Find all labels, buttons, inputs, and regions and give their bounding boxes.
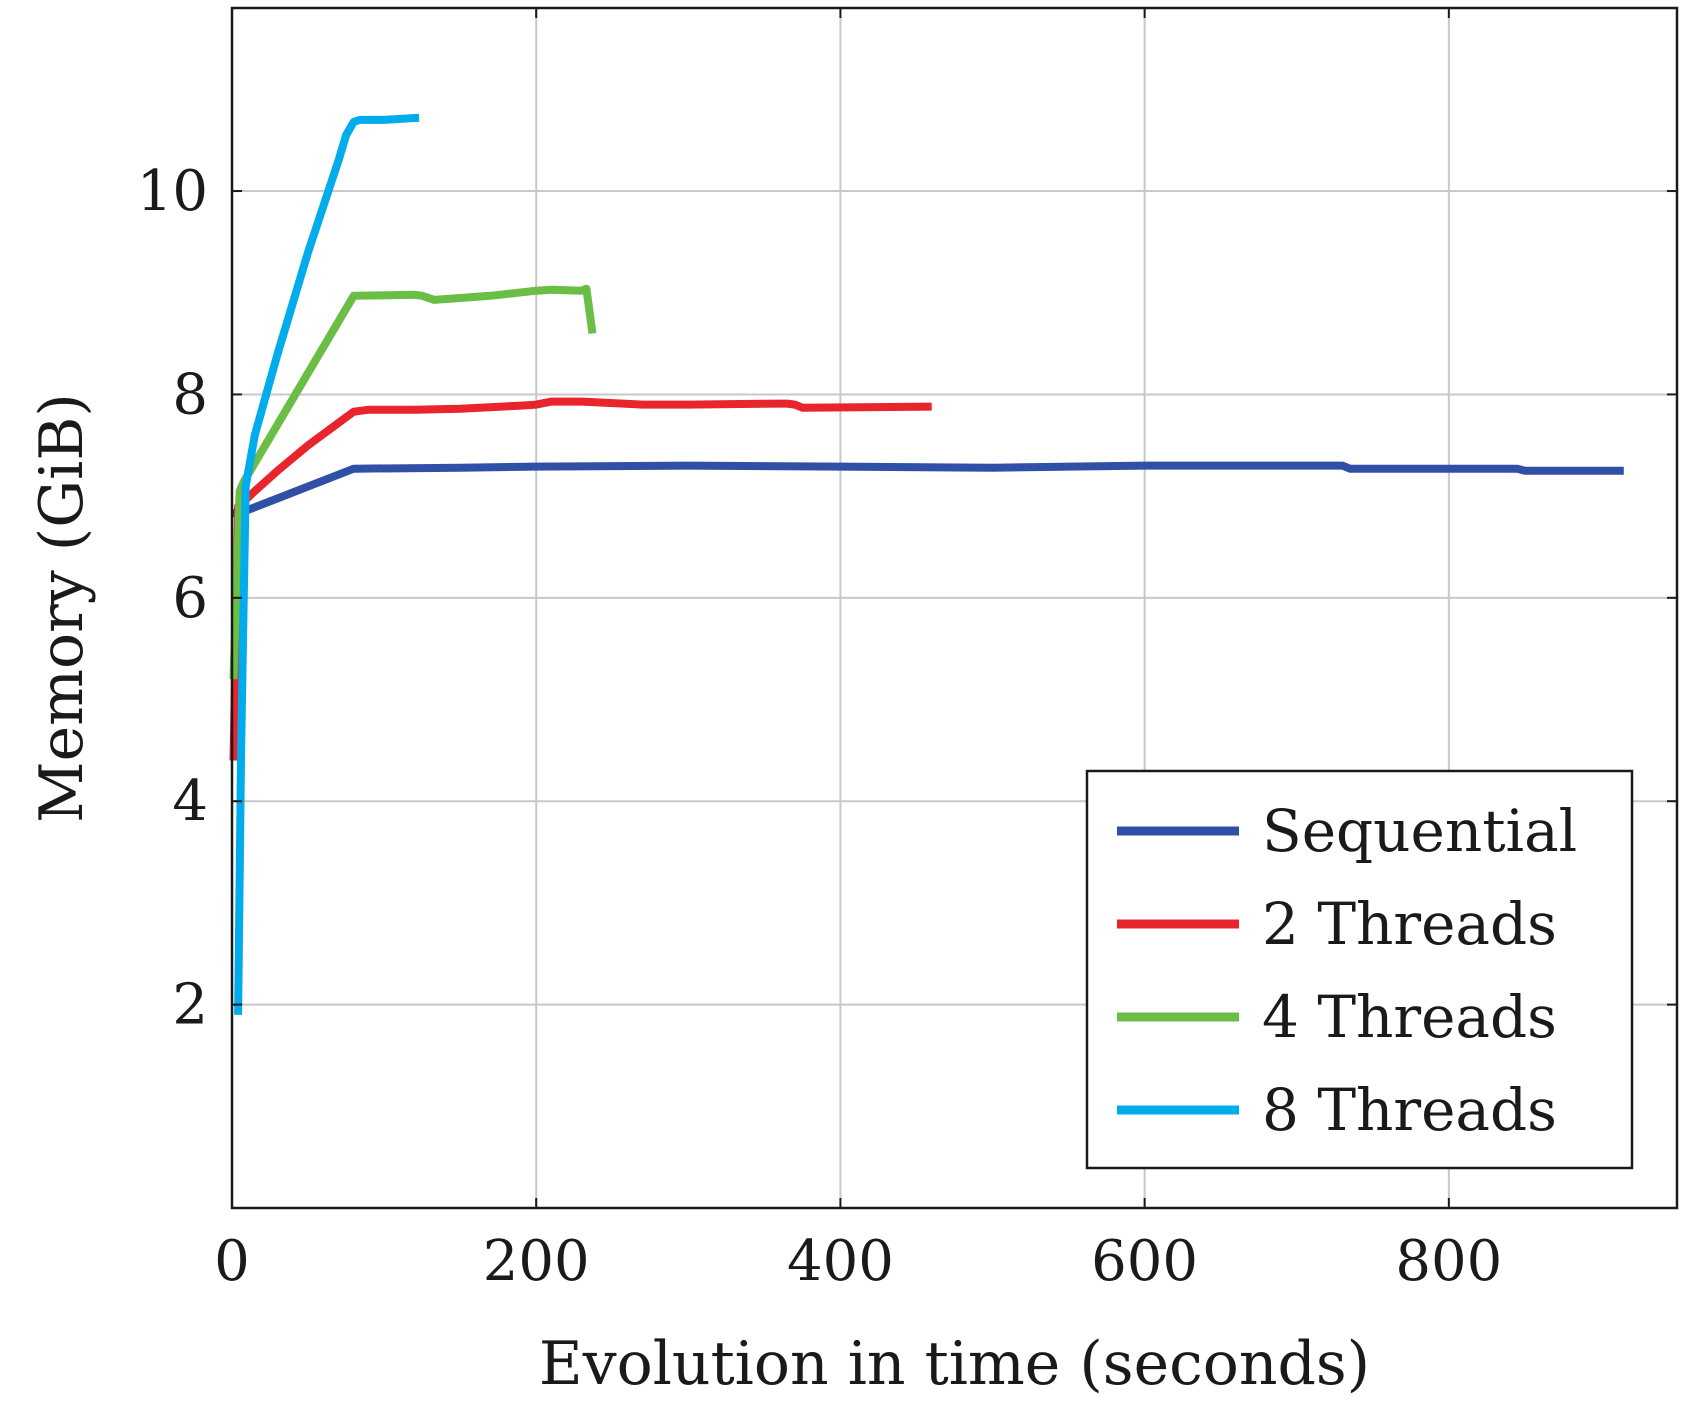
- x-tick-label: 400: [787, 1229, 894, 1294]
- legend-label-sequential: Sequential: [1262, 797, 1577, 865]
- x-tick-label: 200: [483, 1229, 590, 1294]
- series-line-8-threads: [238, 118, 419, 1015]
- legend-label-2-threads: 2 Threads: [1262, 890, 1557, 958]
- legend: Sequential 2 Threads 4 Threads 8 Threads: [1087, 771, 1632, 1168]
- x-tick-label: 800: [1395, 1229, 1502, 1294]
- x-tick-label: 600: [1091, 1229, 1198, 1294]
- y-tick-label: 8: [172, 362, 208, 427]
- series-line-2-threads: [234, 402, 932, 761]
- y-tick-label: 6: [172, 566, 208, 631]
- y-tick-label: 10: [137, 159, 208, 224]
- legend-label-8-threads: 8 Threads: [1262, 1076, 1557, 1144]
- memory-line-chart: 0 200 400 600 800 2 4 6 8 10 Evolution in time (s…: [0, 0, 1681, 1410]
- series-line-sequential: [232, 466, 1624, 514]
- y-tick-label: 2: [172, 973, 208, 1038]
- y-tick-label: 4: [172, 769, 208, 834]
- y-axis-label: Memory (GiB): [27, 393, 97, 823]
- legend-label-4-threads: 4 Threads: [1262, 983, 1557, 1051]
- x-axis-label: Evolution in time (seconds): [539, 1329, 1370, 1399]
- x-tick-label: 0: [214, 1229, 250, 1294]
- series-line-4-threads: [234, 289, 593, 680]
